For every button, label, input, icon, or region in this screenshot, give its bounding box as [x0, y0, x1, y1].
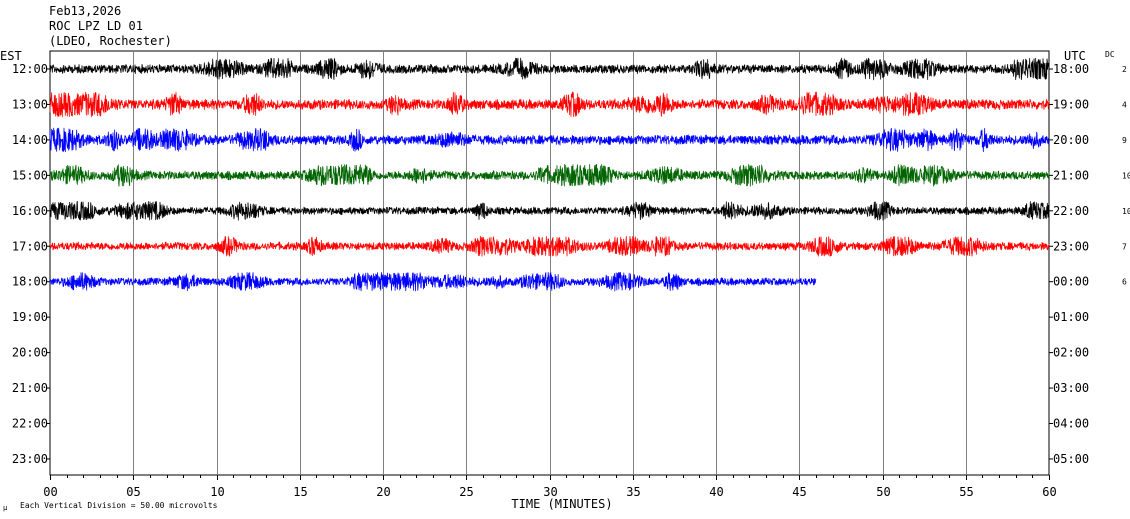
- plot-frame: [49, 50, 1050, 476]
- x-tick-label-25: 25: [459, 485, 473, 499]
- est-row-label: 13:00: [12, 97, 48, 111]
- x-tick-label-00: 00: [43, 485, 57, 499]
- utc-row-label: 22:00: [1053, 204, 1089, 218]
- utc-row-label: 05:00: [1053, 452, 1089, 466]
- utc-row-label: 23:00: [1053, 239, 1089, 253]
- est-row-label: 16:00: [12, 204, 48, 218]
- scale-note: Each Vertical Division = 50.00 microvolt…: [20, 501, 218, 510]
- utc-row-label: 03:00: [1053, 381, 1089, 395]
- dc-value: 2: [1122, 65, 1127, 74]
- est-row-label: 20:00: [12, 346, 48, 360]
- est-row-label: 14:00: [12, 133, 48, 147]
- x-tick-label-35: 35: [626, 485, 640, 499]
- dc-value: 4: [1122, 100, 1127, 109]
- dc-value: 9: [1122, 136, 1127, 145]
- utc-axis-label: UTC: [1064, 49, 1086, 63]
- est-row-label: 17:00: [12, 239, 48, 253]
- est-row-label: 21:00: [12, 381, 48, 395]
- est-row-label: 19:00: [12, 310, 48, 324]
- trace-row-2: [49, 127, 1050, 153]
- x-axis-label: TIME (MINUTES): [511, 497, 612, 511]
- dc-value: 6: [1122, 278, 1127, 287]
- dc-value: 10: [1122, 171, 1130, 180]
- x-tick-label-50: 50: [876, 485, 890, 499]
- trace-row-6: [49, 271, 817, 292]
- utc-row-label: 20:00: [1053, 133, 1089, 147]
- est-row-label: 15:00: [12, 168, 48, 182]
- utc-row-label: 01:00: [1053, 310, 1089, 324]
- est-row-label: 22:00: [12, 417, 48, 431]
- utc-row-label: 18:00: [1053, 62, 1089, 76]
- dc-value: 7: [1122, 242, 1127, 251]
- x-tick-label-45: 45: [792, 485, 806, 499]
- header-date: Feb13,2026: [49, 4, 122, 18]
- utc-row-label: 00:00: [1053, 275, 1089, 289]
- x-tick-label-30: 30: [543, 485, 557, 499]
- scale-note-mu-icon: μ: [3, 504, 8, 512]
- x-tick-label-10: 10: [210, 485, 224, 499]
- x-tick-label-60: 60: [1042, 485, 1056, 499]
- x-tick-label-05: 05: [126, 485, 140, 499]
- trace-row-4: [49, 201, 1050, 221]
- est-axis-label: EST: [0, 49, 22, 63]
- x-tick-label-55: 55: [959, 485, 973, 499]
- est-row-label: 18:00: [12, 275, 48, 289]
- utc-row-label: 19:00: [1053, 97, 1089, 111]
- est-row-label: 12:00: [12, 62, 48, 76]
- x-tick-label-20: 20: [376, 485, 390, 499]
- header-station: ROC LPZ LD 01: [49, 19, 143, 33]
- x-tick-label-15: 15: [293, 485, 307, 499]
- trace-row-3: [49, 164, 1050, 187]
- header-network: (LDEO, Rochester): [49, 34, 172, 48]
- trace-row-1: [49, 91, 1050, 118]
- trace-row-5: [49, 235, 1050, 257]
- dc-value: 10: [1122, 207, 1130, 216]
- utc-row-label: 04:00: [1053, 417, 1089, 431]
- est-row-label: 23:00: [12, 452, 48, 466]
- dc-axis-label: DC: [1105, 50, 1115, 59]
- utc-row-label: 02:00: [1053, 346, 1089, 360]
- x-tick-label-40: 40: [709, 485, 723, 499]
- utc-row-label: 21:00: [1053, 168, 1089, 182]
- trace-row-0: [49, 57, 1050, 81]
